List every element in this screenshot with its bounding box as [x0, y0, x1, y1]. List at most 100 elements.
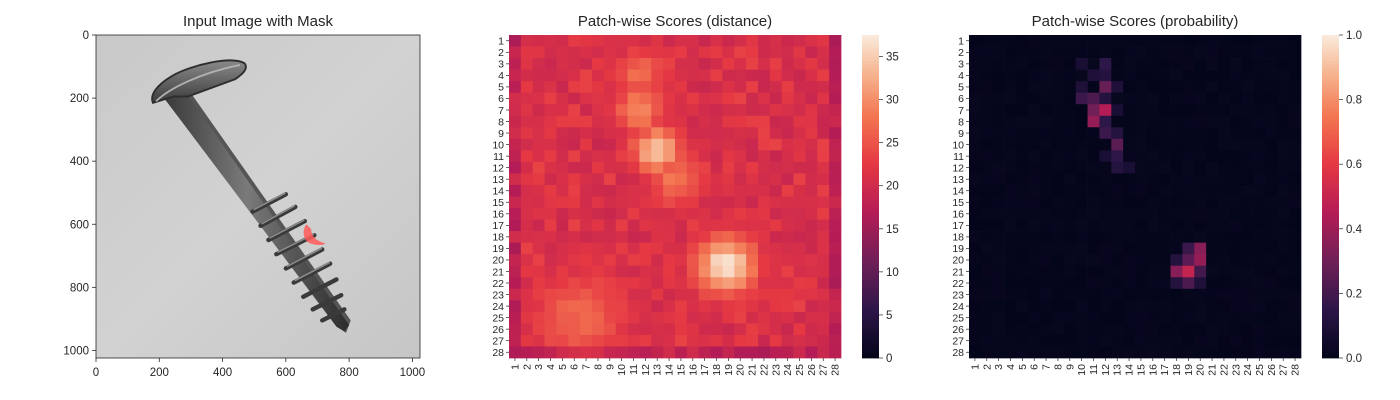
- heatmap-cell: [734, 254, 747, 267]
- heatmap-cell: [580, 242, 593, 255]
- y-tick-label: 1000: [63, 345, 89, 357]
- heatmap-cell: [1206, 173, 1219, 186]
- heatmap-cell: [805, 219, 818, 232]
- heatmap-cell: [675, 265, 688, 278]
- heatmap-cell: [603, 265, 617, 278]
- heatmap-cell: [663, 115, 676, 128]
- heatmap-cell: [1087, 242, 1100, 255]
- heatmap-cell: [675, 231, 688, 243]
- heatmap-cell: [1158, 277, 1171, 290]
- heatmap-cell: [734, 127, 747, 140]
- heatmap-cell: [651, 219, 664, 232]
- heatmap-cell: [1028, 288, 1041, 301]
- heatmap-cell: [544, 184, 557, 197]
- heatmap-cell: [1241, 231, 1254, 243]
- heatmap-cell: [1016, 242, 1029, 255]
- heatmap-cell: [1123, 127, 1136, 140]
- heatmap-cell: [532, 81, 545, 94]
- heatmap-cell: [532, 254, 545, 267]
- heatmap-cell: [532, 104, 545, 117]
- colorbar-tick-label: 0.8: [1346, 95, 1362, 107]
- heatmap-cell: [1087, 265, 1100, 278]
- heatmap-cell: [520, 334, 534, 347]
- heatmap-cell: [1277, 196, 1290, 209]
- heatmap-cell: [1170, 277, 1183, 290]
- heatmap-cell: [663, 219, 676, 232]
- heatmap-cell: [992, 184, 1005, 197]
- heatmap-cell: [1194, 35, 1207, 47]
- colorbar-segment: [1322, 73, 1339, 78]
- heatmap-cell: [1218, 69, 1231, 82]
- heatmap-cell: [722, 288, 735, 301]
- heatmap-cell: [710, 115, 723, 128]
- heatmap-cell: [1028, 161, 1041, 174]
- heatmap-cell: [805, 311, 818, 324]
- heatmap-cell: [509, 277, 522, 290]
- heatmap-cell: [556, 58, 569, 70]
- heatmap-cell: [520, 35, 534, 47]
- heatmap-cell: [781, 277, 794, 290]
- heatmap-cell: [627, 150, 640, 163]
- heatmap-cell: [1087, 277, 1100, 290]
- heatmap-cell: [1229, 231, 1243, 243]
- heatmap-cell: [793, 208, 806, 220]
- heatmap-cell: [580, 92, 593, 105]
- heatmap-cell: [580, 58, 593, 70]
- heatmap-cell: [805, 35, 818, 47]
- colorbar-segment: [862, 164, 879, 168]
- heatmap-cell: [1277, 231, 1290, 243]
- heatmap-cell: [603, 311, 617, 324]
- heatmap-cell: [651, 334, 664, 347]
- heatmap-cell: [1170, 208, 1183, 220]
- heatmap-cell: [1265, 208, 1278, 220]
- heatmap-cell: [1277, 115, 1290, 128]
- colorbar-tick-label: 5: [886, 310, 892, 322]
- heatmap-cell: [1265, 58, 1278, 70]
- heatmap-cell: [793, 300, 806, 313]
- x-tick-label: 27: [818, 364, 830, 376]
- heatmap-cell: [1040, 58, 1053, 70]
- x-tick-label: 13: [652, 364, 664, 376]
- panel-probability-title: Patch-wise Scores (probability): [1032, 13, 1239, 30]
- heatmap-cell: [992, 288, 1005, 301]
- heatmap-cell: [722, 115, 735, 128]
- colorbar-segment: [862, 345, 879, 349]
- heatmap-cell: [1004, 69, 1017, 82]
- heatmap-cell: [568, 173, 581, 186]
- heatmap-cell: [1182, 242, 1195, 255]
- heatmap-cell: [1135, 208, 1148, 220]
- heatmap-cell: [615, 184, 628, 197]
- colorbar-segment: [1322, 222, 1339, 226]
- colorbar-segment: [1322, 164, 1339, 168]
- colorbar-segment: [862, 264, 879, 268]
- heatmap-cell: [805, 196, 818, 209]
- heatmap-cell: [1182, 311, 1195, 324]
- heatmap-cell: [1206, 242, 1219, 255]
- heatmap-cell: [1099, 311, 1112, 324]
- heatmap-cell: [1253, 35, 1266, 47]
- colorbar-segment: [862, 167, 879, 172]
- heatmap-cell: [722, 173, 735, 186]
- heatmap-cell: [651, 150, 664, 163]
- y-tick-label: 800: [70, 282, 89, 294]
- colorbar-segment: [1322, 241, 1339, 246]
- heatmap-cell: [1229, 323, 1243, 336]
- heatmap-cell: [969, 81, 982, 94]
- heatmap-cell: [1063, 323, 1077, 336]
- colorbar-tick-label: 25: [886, 138, 899, 150]
- heatmap-cell: [1135, 300, 1148, 313]
- heatmap-cell: [1229, 334, 1243, 347]
- heatmap-cell: [580, 265, 593, 278]
- heatmap-cell: [817, 265, 830, 278]
- heatmap-cell: [698, 288, 711, 301]
- heatmap-cell: [686, 300, 700, 313]
- heatmap-cell: [556, 173, 569, 186]
- heatmap-cell: [1123, 104, 1136, 117]
- heatmap-cell: [1087, 288, 1100, 301]
- heatmap-cell: [532, 277, 545, 290]
- heatmap-cell: [781, 184, 794, 197]
- heatmap-cell: [829, 196, 842, 209]
- heatmap-cell: [769, 58, 783, 70]
- heatmap-cell: [769, 208, 783, 220]
- y-tick-label: 11: [493, 151, 504, 163]
